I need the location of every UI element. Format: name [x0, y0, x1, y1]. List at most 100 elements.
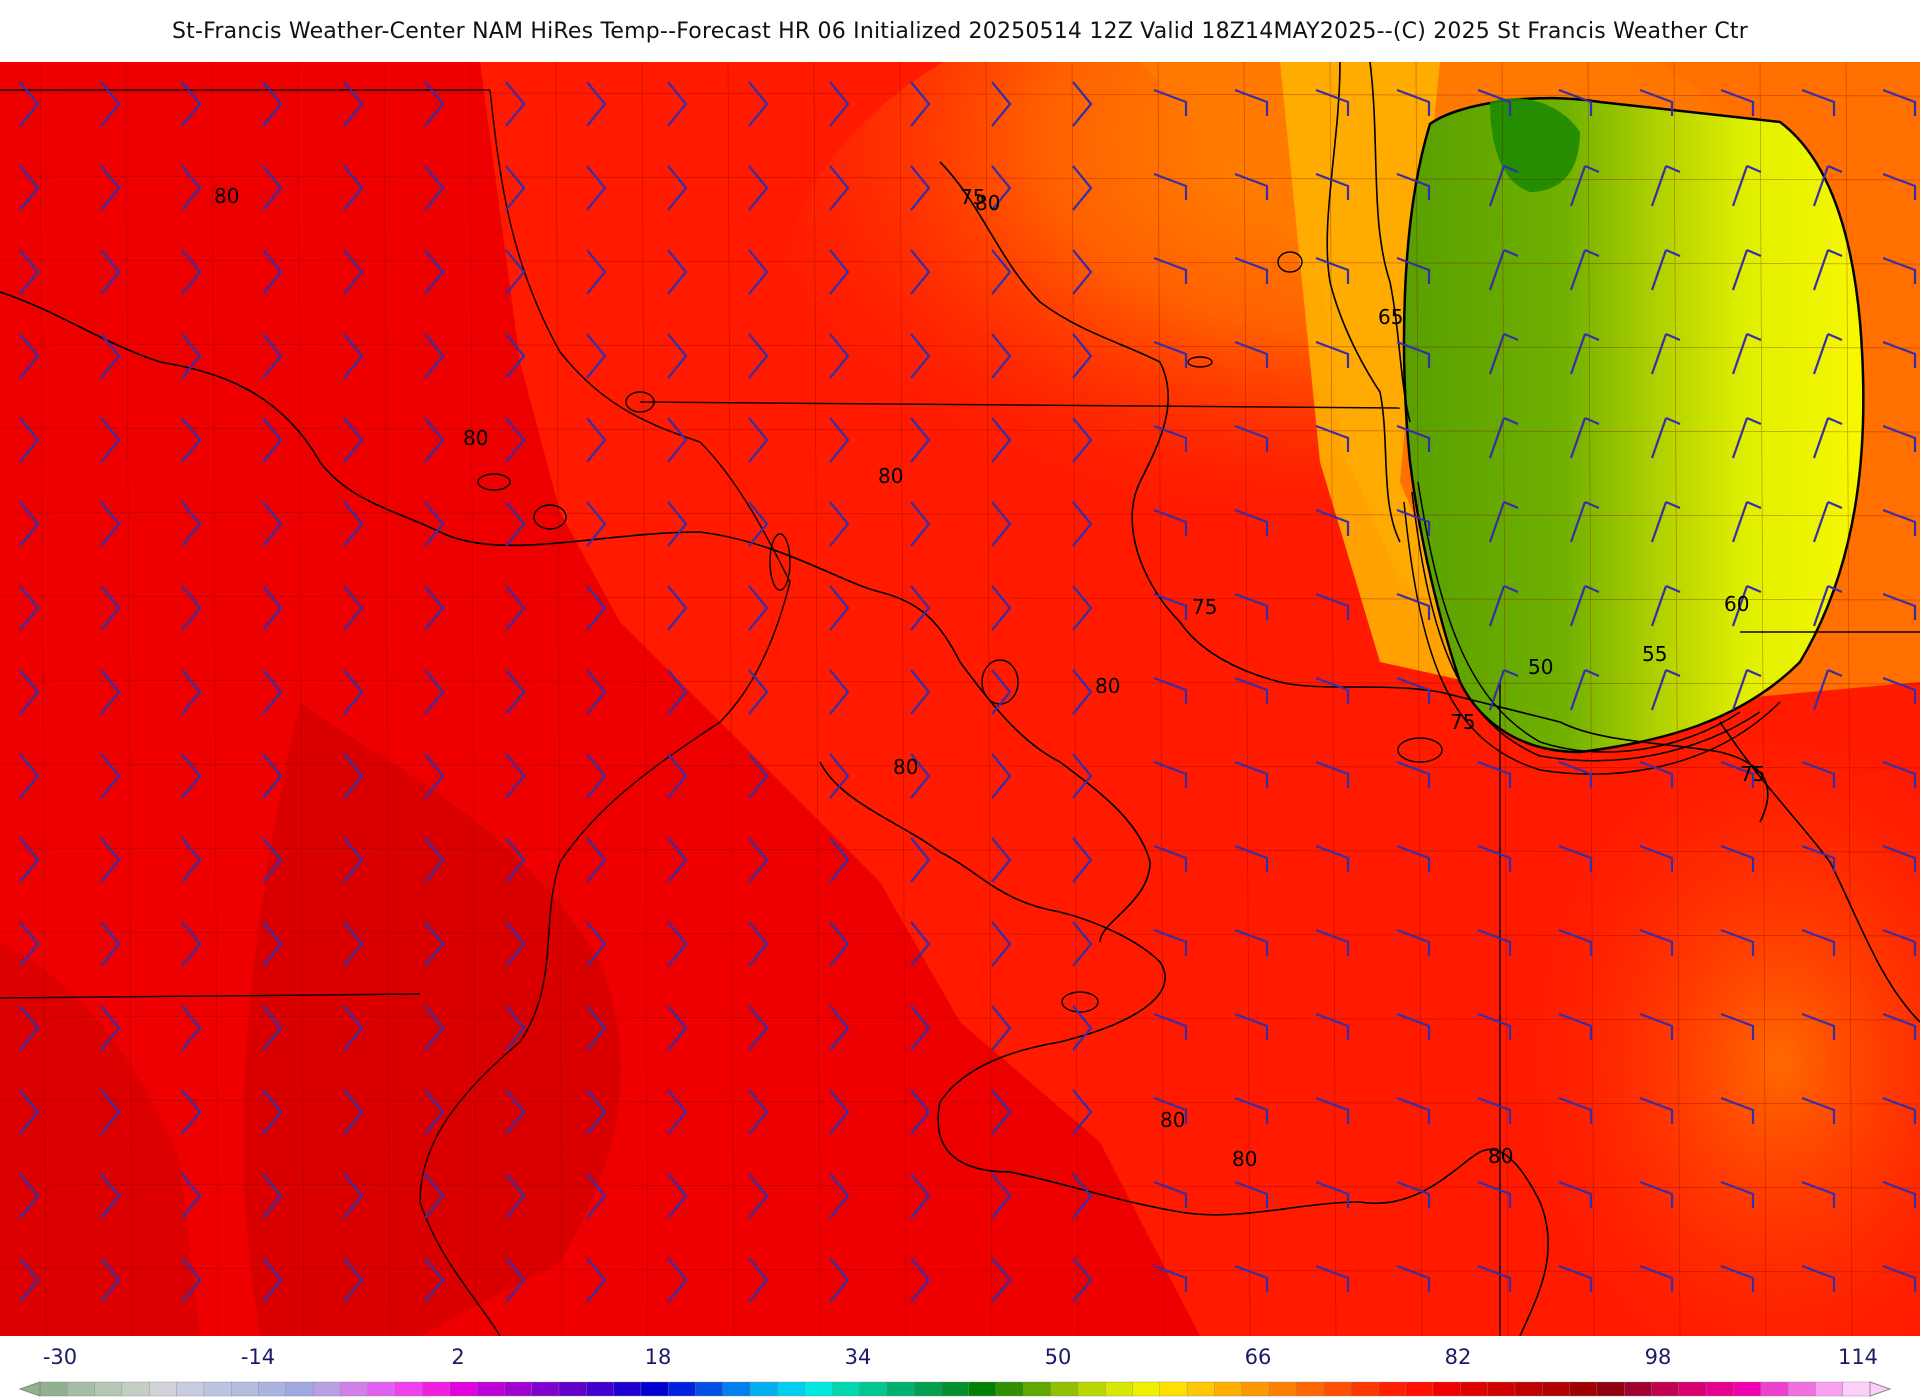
colorbar-swatch [149, 1381, 178, 1397]
wind-barb [1488, 584, 1519, 627]
contour-labels: 80 80 80 80 80 80 80 80 80 75 75 75 75 6… [214, 184, 1765, 1171]
wind-barb [910, 1257, 931, 1303]
wind-barb [991, 165, 1012, 211]
colorbar-swatch [203, 1381, 232, 1397]
contour-75 [939, 161, 1769, 823]
wind-barb [181, 1089, 202, 1135]
wind-barb [1315, 1012, 1350, 1040]
county-line [0, 847, 1920, 853]
wind-barb [1812, 416, 1843, 459]
wind-barb [586, 501, 607, 547]
colorbar-swatch [504, 1381, 533, 1397]
wind-barb [424, 165, 445, 211]
colorbar-swatch [640, 1381, 669, 1397]
wind-barb [181, 501, 202, 547]
wind-barb [1801, 1012, 1836, 1040]
wind-barb [1731, 668, 1762, 711]
wind-barb [1488, 332, 1519, 375]
wind-barb [262, 669, 283, 715]
contour-label-75: 75 [1192, 595, 1217, 619]
wind-barb [829, 501, 850, 547]
wind-barb [343, 837, 364, 883]
wind-barb [1072, 417, 1093, 463]
county-line [0, 763, 1920, 769]
wind-barb [19, 249, 40, 295]
wind-barb [181, 669, 202, 715]
wind-barb [586, 249, 607, 295]
wind-barb [1720, 928, 1755, 956]
wind-barb [1396, 256, 1431, 284]
wind-barb [505, 501, 526, 547]
wind-barb [19, 585, 40, 631]
colorbar-swatch [1760, 1381, 1789, 1397]
contour-lake-50 [1417, 481, 1741, 753]
wind-barb [262, 1257, 283, 1303]
wind-barb [1234, 760, 1269, 788]
contour-lake-60 [1403, 501, 1781, 775]
wind-barb [1882, 676, 1917, 704]
temperature-map[interactable]: 80 80 80 80 80 80 80 80 80 75 75 75 75 6… [0, 62, 1920, 1336]
county-line [0, 259, 1920, 265]
colorbar-swatch [1378, 1381, 1407, 1397]
contour-80-central [819, 761, 1166, 1173]
colorbar-swatch [39, 1381, 69, 1397]
wind-barb [910, 585, 931, 631]
wind-barb [1315, 88, 1350, 116]
wind-barb [1558, 1012, 1593, 1040]
wind-barb [1801, 1096, 1836, 1124]
wind-barb [991, 417, 1012, 463]
colorbar-swatch [1186, 1381, 1216, 1397]
wind-barb [505, 837, 526, 883]
map-panel[interactable]: 80 80 80 80 80 80 80 80 80 75 75 75 75 6… [0, 62, 1920, 1336]
contour-65 [1369, 62, 1411, 423]
wind-barb [748, 669, 769, 715]
county-line [0, 91, 1920, 97]
wind-barb [910, 1173, 931, 1219]
wind-barb [505, 417, 526, 463]
wind-barb [424, 753, 445, 799]
wind-barb [1153, 424, 1188, 452]
county-line [0, 1015, 1920, 1021]
contour-label-75: 75 [1740, 762, 1765, 786]
colorbar-swatch [777, 1381, 806, 1397]
wind-barb [424, 501, 445, 547]
county-line [0, 343, 1920, 349]
wind-barb [1315, 760, 1350, 788]
wind-barb [1477, 928, 1512, 956]
wind-barb [586, 81, 607, 127]
wind-barb [1072, 501, 1093, 547]
wind-barb [1488, 416, 1519, 459]
cool-band-inner [1280, 62, 1560, 702]
wind-barb [343, 1173, 364, 1219]
wind-barb [19, 81, 40, 127]
wind-barb [1234, 592, 1269, 620]
state-borders [0, 89, 1920, 1336]
wind-barb [505, 1089, 526, 1135]
wind-barb [1153, 928, 1188, 956]
wind-barb [1477, 760, 1512, 788]
wind-barb [505, 333, 526, 379]
wind-barb [748, 333, 769, 379]
contour-label-60: 60 [1724, 592, 1749, 616]
wind-barb [343, 753, 364, 799]
wind-barb [829, 81, 850, 127]
colorbar-swatch [886, 1381, 915, 1397]
contour-label-80: 80 [214, 184, 239, 208]
colorbar-swatch [67, 1381, 96, 1397]
wind-barb [1234, 1180, 1269, 1208]
wind-barb [181, 1005, 202, 1051]
county-line [0, 1099, 1920, 1105]
colorbar-swatch [1815, 1381, 1844, 1397]
colorbar-swatch [668, 1381, 697, 1397]
county-line [0, 511, 1920, 517]
wind-barb [181, 921, 202, 967]
wind-barb [343, 1257, 364, 1303]
wind-barb [1650, 248, 1681, 291]
wind-barb [1477, 1096, 1512, 1124]
colorbar-tick-label: 18 [645, 1345, 672, 1369]
wind-barb [19, 1005, 40, 1051]
wind-barb [1072, 837, 1093, 883]
wind-barb [1882, 340, 1917, 368]
wind-barb [181, 417, 202, 463]
wind-barb [424, 249, 445, 295]
